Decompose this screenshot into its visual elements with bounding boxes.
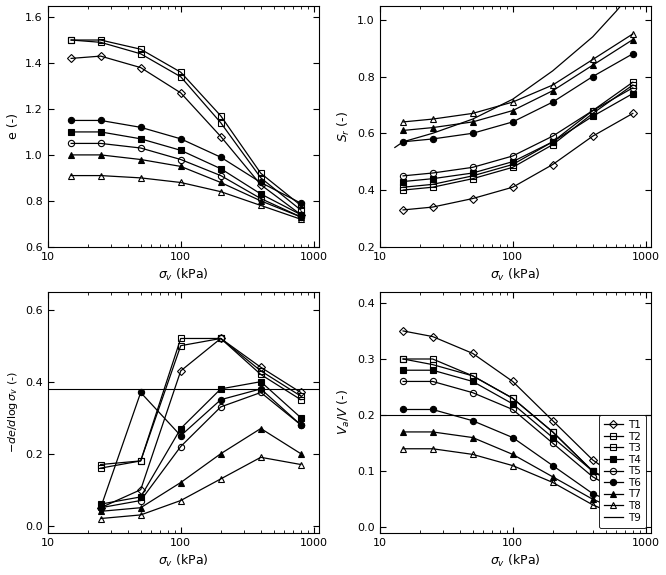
X-axis label: $\sigma_v$ (kPa): $\sigma_v$ (kPa)	[490, 267, 541, 283]
X-axis label: $\sigma_v$ (kPa): $\sigma_v$ (kPa)	[159, 267, 208, 283]
Y-axis label: $-de/d\log\sigma_v$ (-): $-de/d\log\sigma_v$ (-)	[5, 371, 19, 453]
Y-axis label: $V_a/V$ (-): $V_a/V$ (-)	[336, 389, 352, 435]
X-axis label: $\sigma_v$ (kPa): $\sigma_v$ (kPa)	[159, 553, 208, 569]
Y-axis label: e (-): e (-)	[7, 113, 19, 139]
X-axis label: $\sigma_v$ (kPa): $\sigma_v$ (kPa)	[490, 553, 541, 569]
Legend: T1, T2, T3, T4, T5, T6, T7, T8, T9: T1, T2, T3, T4, T5, T6, T7, T8, T9	[599, 415, 646, 528]
Y-axis label: $S_r$ (-): $S_r$ (-)	[336, 110, 352, 141]
